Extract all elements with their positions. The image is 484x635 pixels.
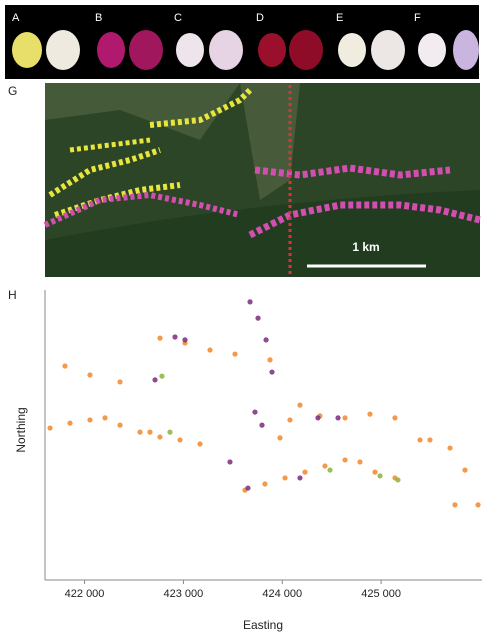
point: [117, 379, 122, 384]
point: [342, 415, 347, 420]
point: [102, 415, 107, 420]
point: [302, 470, 307, 475]
point: [159, 374, 164, 379]
point: [297, 403, 302, 408]
panel-label: F: [414, 12, 421, 24]
point: [377, 473, 382, 478]
point: [167, 430, 172, 435]
point: [157, 336, 162, 341]
y-axis-label: Northing: [14, 407, 28, 452]
point: [157, 434, 162, 439]
point: [357, 459, 362, 464]
panel-label: D: [256, 12, 264, 24]
point: [47, 425, 52, 430]
point: [262, 481, 267, 486]
point: [255, 316, 260, 321]
panel-label: E: [336, 12, 343, 24]
point: [392, 415, 397, 420]
point: [297, 475, 302, 480]
point: [277, 435, 282, 440]
point: [252, 409, 257, 414]
figure: A B C D E F G 1 km H Northing Easting 42…: [0, 0, 484, 635]
point: [372, 470, 377, 475]
point: [287, 417, 292, 422]
point: [147, 430, 152, 435]
point: [137, 430, 142, 435]
point: [152, 377, 157, 382]
scale-bar-label: 1 km: [352, 240, 379, 254]
point: [315, 415, 320, 420]
point: [182, 337, 187, 342]
satellite-map: [45, 83, 480, 277]
x-tick-label: 422 000: [65, 588, 105, 600]
point: [282, 475, 287, 480]
point: [327, 467, 332, 472]
point: [322, 463, 327, 468]
x-tick-label: 423 000: [164, 588, 204, 600]
point: [452, 502, 457, 507]
point: [395, 477, 400, 482]
point: [367, 412, 372, 417]
panel-label: C: [174, 12, 182, 24]
panel-label: B: [95, 12, 102, 24]
plot: 422 000 423 000 424 000 425 000: [47, 299, 480, 600]
point: [335, 415, 340, 420]
point: [177, 437, 182, 442]
point: [245, 485, 250, 490]
point: [247, 299, 252, 304]
point: [62, 363, 67, 368]
point: [172, 334, 177, 339]
x-tick-label: 425 000: [361, 588, 401, 600]
point: [197, 441, 202, 446]
point: [259, 423, 264, 428]
point: [232, 351, 237, 356]
point: [263, 337, 268, 342]
point: [207, 347, 212, 352]
point: [227, 459, 232, 464]
point: [267, 357, 272, 362]
point: [417, 437, 422, 442]
x-axis-label: Easting: [243, 618, 283, 632]
point: [117, 423, 122, 428]
point: [475, 502, 480, 507]
point: [87, 372, 92, 377]
x-tick-label: 424 000: [262, 588, 302, 600]
point: [67, 421, 72, 426]
point: [462, 467, 467, 472]
point: [427, 437, 432, 442]
point: [87, 417, 92, 422]
page: {"panels": {"photo_labels": ["A", "B", "…: [0, 0, 484, 635]
panel-label: A: [12, 12, 20, 24]
point: [342, 457, 347, 462]
panel-label: H: [8, 288, 17, 302]
point: [269, 369, 274, 374]
point: [447, 445, 452, 450]
panel-label: G: [8, 84, 17, 98]
